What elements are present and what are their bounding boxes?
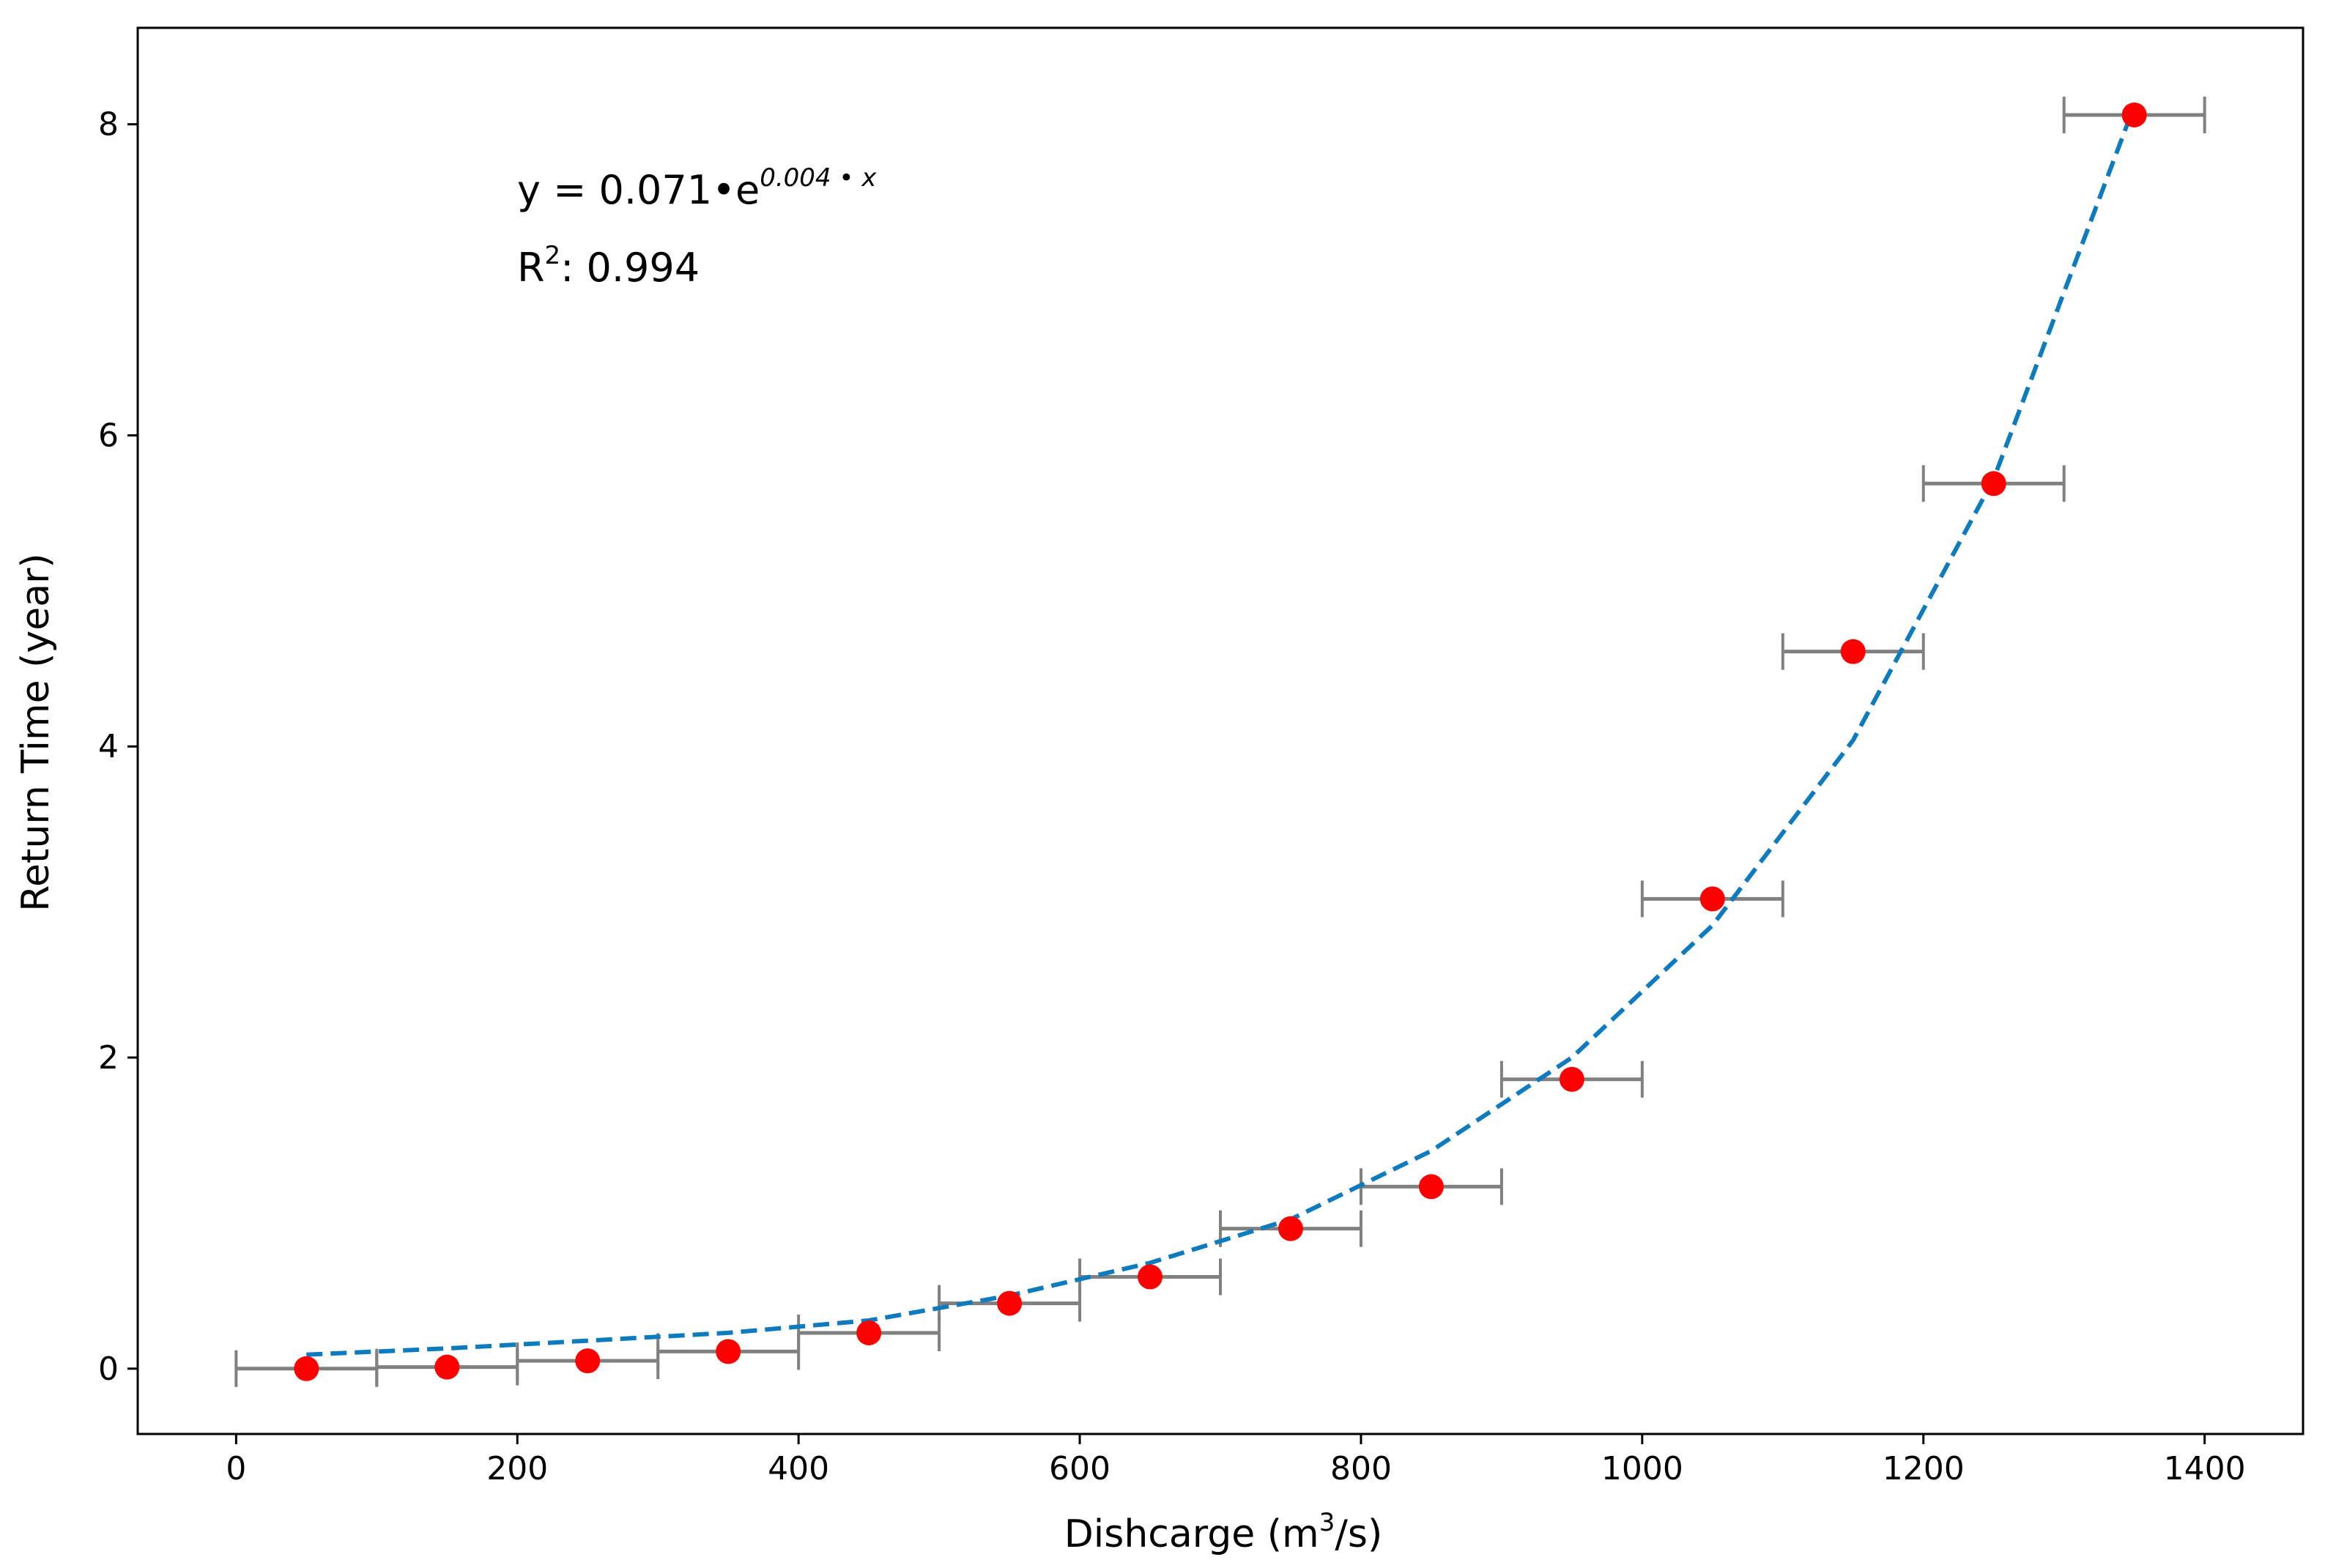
data-point (997, 1290, 1023, 1316)
y-tick-label: 2 (98, 1039, 119, 1077)
data-point (1840, 639, 1866, 664)
data-point (1278, 1216, 1303, 1241)
y-axis-label: Return Time (year) (14, 553, 58, 911)
data-point (294, 1356, 319, 1381)
axes-frame (136, 26, 2305, 1435)
y-tick-label: 0 (98, 1350, 119, 1388)
y-axis-ticks: 0 2 4 6 8 (98, 106, 138, 1388)
data-point (716, 1339, 741, 1364)
x-tick-label: 600 (1049, 1450, 1110, 1487)
x-tick-label: 1400 (2164, 1450, 2246, 1487)
data-point (1699, 886, 1725, 912)
y-tick-label: 6 (98, 417, 119, 454)
plot-area (234, 96, 2206, 1387)
data-point (2121, 102, 2147, 127)
y-tick-label: 8 (98, 106, 119, 144)
data-point (1418, 1174, 1444, 1200)
equation-annotation: y = 0.071•e0.004 • x (517, 163, 877, 213)
x-tick-label: 400 (768, 1450, 829, 1487)
data-point (856, 1320, 882, 1345)
x-axis-ticks: 0 200 400 600 800 1000 1200 1400 (226, 1434, 2246, 1487)
data-point (575, 1348, 601, 1374)
x-tick-label: 0 (226, 1450, 246, 1487)
fit-line (306, 105, 2137, 1357)
data-point (1559, 1066, 1584, 1092)
r-squared-annotation: R2: 0.994 (517, 241, 700, 291)
x-tick-label: 1200 (1883, 1450, 1965, 1487)
x-axis-label: Dishcarge (m3/s) (1064, 1508, 1382, 1556)
x-tick-label: 200 (486, 1450, 548, 1487)
x-tick-label: 800 (1330, 1450, 1392, 1487)
data-point (1981, 471, 2006, 497)
data-points (294, 102, 2147, 1381)
data-point (1138, 1264, 1163, 1290)
fit-line-layer (306, 105, 2137, 1357)
y-tick-label: 4 (98, 728, 119, 765)
x-tick-label: 1000 (1601, 1450, 1683, 1487)
data-point (434, 1354, 460, 1380)
